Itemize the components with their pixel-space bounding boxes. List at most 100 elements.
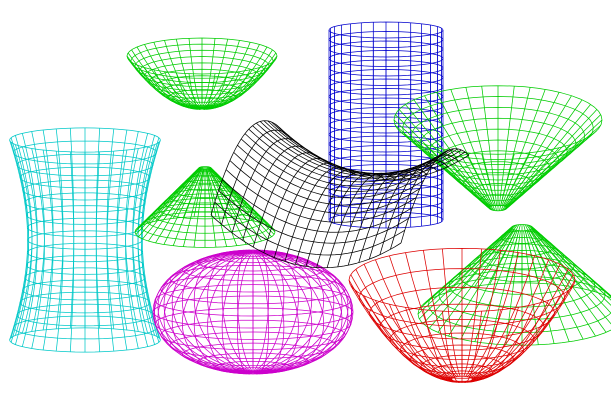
ellipsoid-meridian-5: [252, 251, 325, 374]
paraboloid-upper-left-meridian-18: [126, 55, 203, 109]
double-cone-meridian-26: [460, 224, 517, 290]
paraboloid-upper-left-meridian-21: [136, 46, 203, 109]
saddle-v-line-2: [218, 190, 409, 244]
double-cone-meridian-13: [474, 230, 518, 342]
double-cone-meridian-25: [448, 225, 515, 293]
paraboloid-upper-left-meridian-19: [127, 52, 203, 109]
double-cone-meridian-28: [465, 87, 496, 206]
ellipsoid-meridian-20: [152, 251, 254, 373]
cone-mid-meridian-33: [207, 166, 238, 219]
hyperboloid-meridian-1: [140, 142, 160, 343]
double-cone-meridian-22: [398, 109, 491, 208]
paraboloid-red-meridian-17: [350, 285, 452, 381]
ellipsoid-meridian-39: [252, 251, 353, 373]
paraboloid-red-meridian-18: [348, 279, 452, 380]
cone-mid-meridian-17: [142, 168, 201, 240]
paraboloid-red-meridian-28: [463, 248, 482, 377]
paraboloid-red-meridian-8: [463, 311, 482, 383]
paraboloid-red-meridian-23: [389, 255, 456, 378]
saddle-u-line-16: [379, 159, 449, 255]
ellipsoid-meridian-0: [252, 251, 354, 373]
double-cone-meridian-15: [448, 229, 515, 337]
cone-mid-meridian-15: [155, 168, 202, 244]
cone-mid-meridian-8: [206, 168, 227, 247]
paraboloid-upper-left-meridian-35: [201, 52, 277, 109]
paraboloid-red-surface: [348, 248, 576, 383]
double-cone-meridian-27: [474, 224, 518, 287]
cone-mid-surface: [134, 166, 276, 248]
double-cone-meridian-4: [504, 139, 583, 210]
paraboloid-upper-left-meridian-31: [201, 42, 251, 109]
double-cone-meridian-2: [531, 228, 611, 314]
hyperboloid-meridian-26: [106, 128, 115, 329]
double-cone-meridian-24: [437, 225, 514, 296]
cone-mid-meridian-26: [163, 166, 202, 220]
double-cone-meridian-31: [523, 224, 539, 284]
cone-mid-meridian-5: [208, 168, 255, 244]
double-cone-meridian-19: [395, 125, 490, 209]
cone-mid-meridian-24: [148, 166, 201, 224]
paraboloid-upper-left-meridian-23: [153, 42, 203, 109]
cone-mid-meridian-31: [205, 166, 217, 217]
double-cone-meridian-3: [531, 228, 611, 325]
double-cone-meridian-14: [460, 229, 517, 340]
double-cone-surface: [393, 85, 603, 212]
hyperboloid-meridian-23: [69, 128, 75, 329]
cone-mid-meridian-11: [193, 169, 205, 248]
double-cone-meridian-36: [504, 99, 583, 207]
paraboloid-upper-left-surface: [126, 37, 278, 110]
hyperboloid-meridian-21: [42, 129, 54, 331]
ellipsoid-meridian-27: [207, 249, 254, 373]
double-cone-meridian-37: [505, 104, 591, 207]
saddle-u-line-3: [242, 145, 311, 241]
hyperboloid-meridian-0: [142, 139, 161, 341]
double-cone-meridian-38: [505, 109, 598, 208]
paraboloid-red-meridian-7: [465, 309, 501, 383]
double-cone-meridian-28: [489, 224, 520, 285]
double-cone-meridian-32: [500, 87, 531, 206]
cylinder-surface: [328, 21, 444, 229]
paraboloid-red-meridian-30: [466, 252, 519, 377]
double-cone-meridian-33: [526, 224, 570, 287]
ellipsoid-meridian-24: [171, 250, 254, 373]
ellipsoid-meridian-28: [221, 249, 254, 373]
double-cone-meridian-27: [450, 89, 495, 206]
paraboloid-red-meridian-33: [470, 264, 561, 379]
paraboloid-upper-left-meridian-0: [201, 55, 278, 109]
cone-mid-meridian-25: [155, 166, 202, 222]
saddle-v-line-9: [244, 133, 436, 187]
double-cone-meridian-14: [436, 147, 494, 211]
double-cone-meridian-1: [532, 227, 611, 306]
saddle-u-line-17: [390, 154, 459, 250]
hyperboloid-meridian-29: [132, 133, 149, 334]
ellipsoid-meridian-4: [252, 251, 335, 374]
double-cone-meridian-0: [506, 119, 603, 209]
double-cone-meridian-26: [436, 92, 494, 206]
ellipsoid-meridian-23: [163, 251, 254, 373]
double-cone-meridian-39: [532, 226, 611, 298]
paraboloid-upper-left-meridian-29: [201, 39, 229, 109]
paraboloid-red-meridian-2: [471, 290, 569, 381]
saddle-v-line-18: [278, 126, 470, 181]
cone-mid-meridian-14: [163, 168, 202, 245]
double-cone-meridian-34: [527, 224, 584, 290]
paraboloid-upper-left-meridian-20: [131, 49, 203, 109]
paraboloid-upper-left-meridian-30: [201, 40, 240, 109]
saddle-v-line-15: [267, 120, 458, 174]
hyperboloid-meridian-15: [10, 142, 30, 343]
cone-mid-meridian-29: [193, 166, 205, 217]
hyperboloid-meridian-18: [15, 135, 33, 336]
paraboloid-upper-left-meridian-22: [144, 44, 203, 109]
hyperboloid-meridian-27: [116, 129, 128, 331]
double-cone-meridian-19: [419, 227, 512, 320]
ellipsoid-meridian-17: [163, 251, 254, 373]
paraboloid-upper-left-meridian-26: [188, 38, 203, 109]
hyperboloid-meridian-17: [10, 137, 30, 338]
paraboloid-red-meridian-24: [405, 252, 458, 377]
double-cone-meridian-6: [502, 147, 560, 211]
double-cone-meridian-6: [527, 229, 584, 340]
paraboloid-red-meridian-0: [472, 279, 576, 380]
double-cone-meridian-18: [422, 228, 513, 324]
ellipsoid-meridian-18: [157, 251, 254, 373]
double-cone-meridian-39: [506, 114, 601, 208]
